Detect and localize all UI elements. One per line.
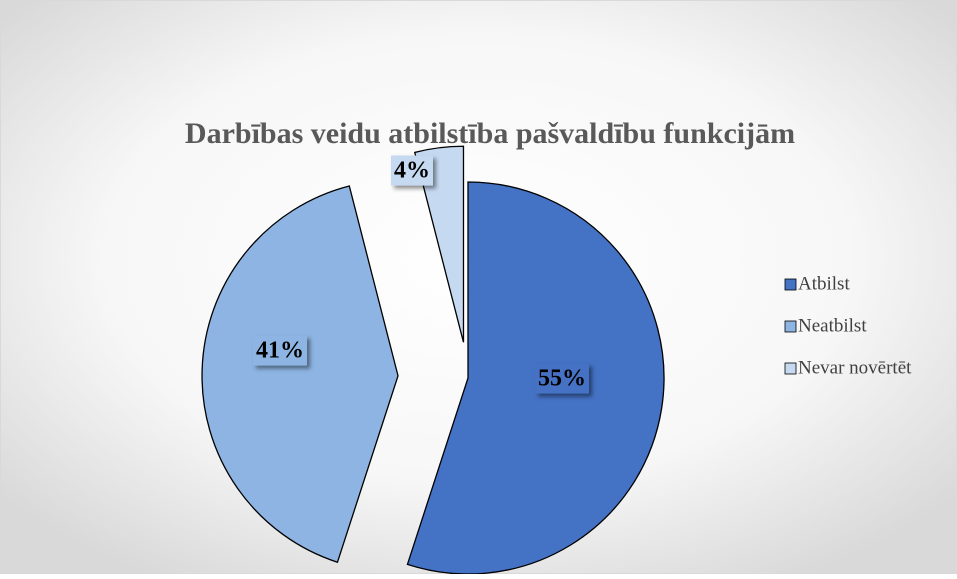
pie-slice: [201, 185, 399, 564]
chart-title: Darbības veidu atbilstība pašvaldību fun…: [185, 117, 795, 150]
data-label-box: [391, 155, 433, 186]
data-label-box: [253, 335, 307, 366]
data-label: 55%: [538, 366, 586, 392]
data-label: 41%: [256, 338, 304, 364]
legend-swatch: [784, 278, 797, 291]
data-label: 4%: [394, 158, 430, 184]
legend-swatch: [784, 320, 797, 333]
legend-swatch: [784, 362, 797, 375]
pie-slice: [413, 145, 465, 343]
legend-label: Nevar novērtēt: [798, 357, 912, 378]
legend-label: Neatbilst: [798, 315, 867, 336]
data-label-box: [535, 363, 589, 394]
legend-label: Atbilst: [798, 273, 850, 294]
